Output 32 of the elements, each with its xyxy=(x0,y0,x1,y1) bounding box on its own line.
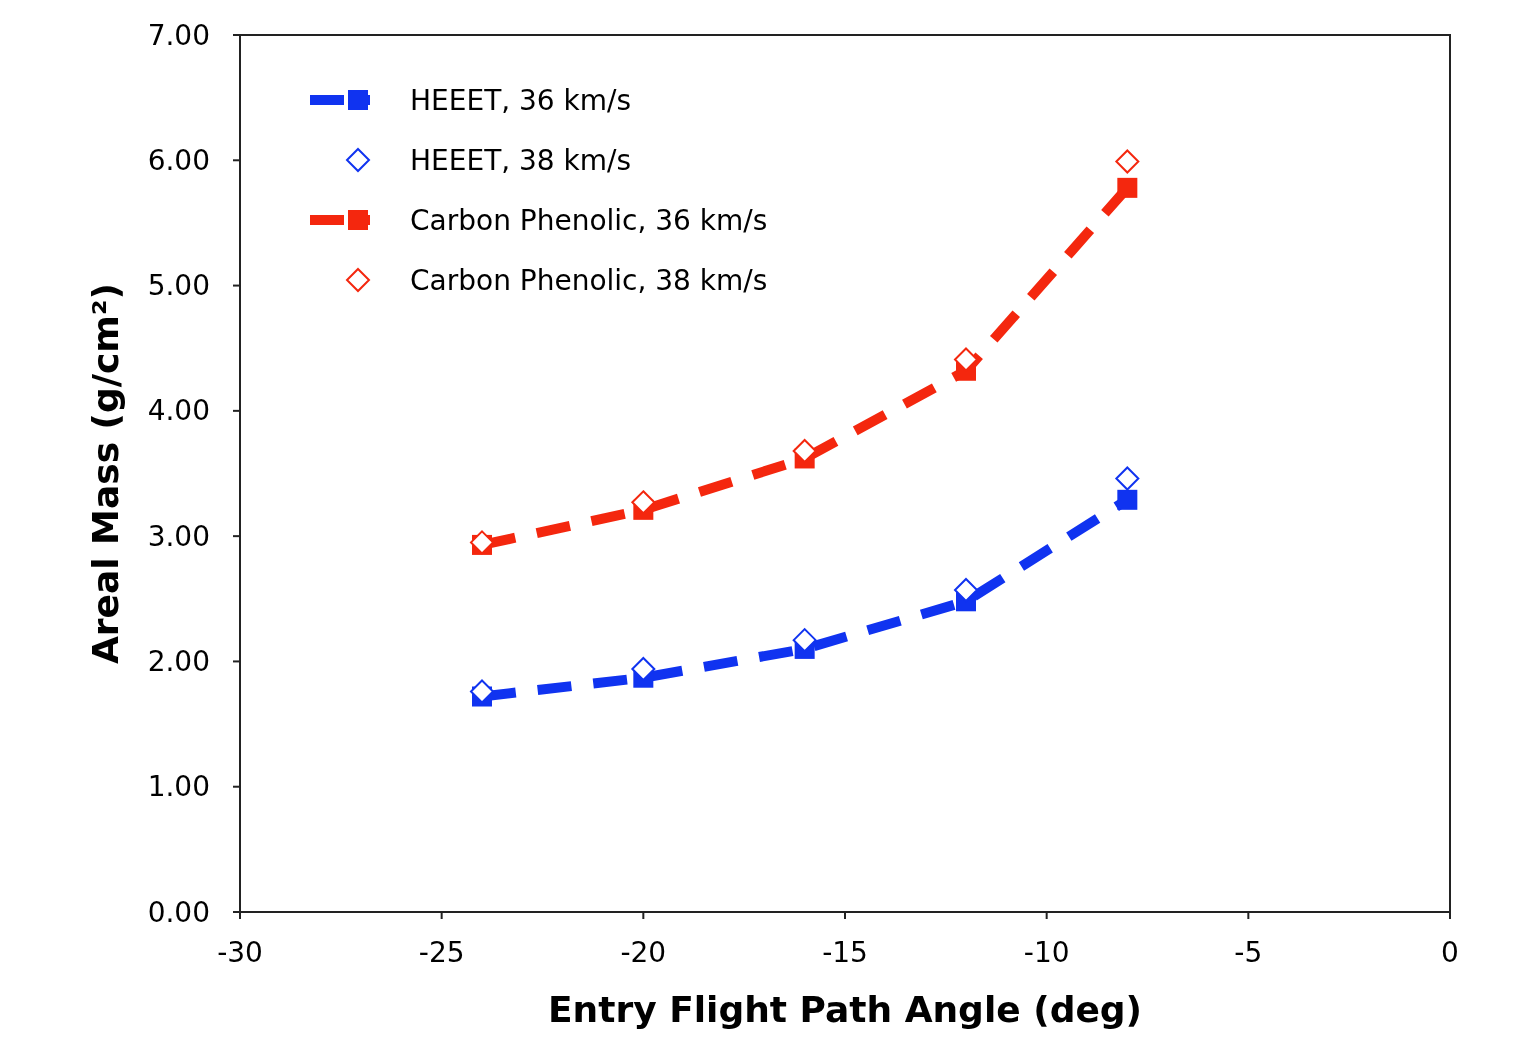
x-tick-label: -20 xyxy=(620,936,667,969)
point xyxy=(1115,149,1140,174)
point xyxy=(1115,466,1140,491)
x-tick-label: 0 xyxy=(1441,936,1459,969)
point xyxy=(1117,489,1138,510)
legend-label: Carbon Phenolic, 38 km/s xyxy=(410,263,768,297)
legend-label: HEEET, 38 km/s xyxy=(410,143,632,177)
point xyxy=(1117,177,1138,198)
y-tick-label: 6.00 xyxy=(147,143,210,177)
point xyxy=(954,578,978,603)
point xyxy=(792,438,817,463)
point xyxy=(631,656,656,681)
y-tick-label: 1.00 xyxy=(147,770,210,804)
y-tick-label: 7.00 xyxy=(147,18,210,52)
y-tick-label: 2.00 xyxy=(147,644,210,678)
x-tick-label: -5 xyxy=(1234,936,1263,969)
point xyxy=(470,679,494,704)
x-tick-label: -10 xyxy=(1023,936,1070,969)
y-tick-label: 0.00 xyxy=(147,895,210,929)
x-tick-label: -25 xyxy=(418,936,465,969)
legend-label: Carbon Phenolic, 36 km/s xyxy=(410,203,768,237)
x-axis-title: Entry Flight Path Angle (deg) xyxy=(547,989,1143,1030)
y-tick-label: 3.00 xyxy=(147,519,210,553)
point xyxy=(954,347,978,372)
x-tick-label: -30 xyxy=(217,936,263,969)
x-tick-label: -15 xyxy=(822,936,868,969)
point xyxy=(631,490,656,515)
legend-label: HEEET, 36 km/s xyxy=(410,83,632,117)
y-tick-label: 5.00 xyxy=(147,269,210,303)
y-axis-title: Areal Mass (g/cm²) xyxy=(85,282,126,665)
y-tick-label: 4.00 xyxy=(147,394,210,428)
point xyxy=(792,628,817,653)
